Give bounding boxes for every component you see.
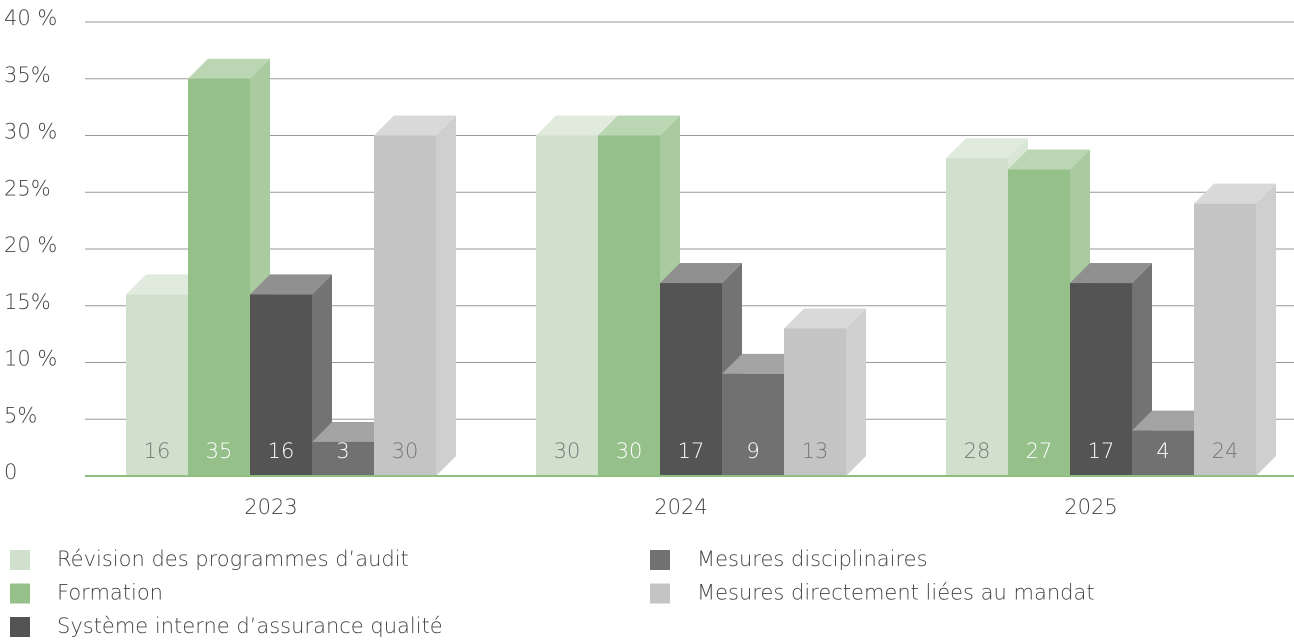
bar-top: [536, 115, 618, 136]
bar-top: [784, 308, 866, 329]
x-tick-label: 2025: [1064, 495, 1117, 519]
bar: [250, 294, 312, 476]
legend-swatch: [10, 617, 30, 637]
value-label: 4: [1156, 439, 1169, 463]
bar-top: [722, 353, 804, 374]
value-label: 3: [336, 439, 349, 463]
y-tick-label: 40 %: [4, 6, 57, 30]
bar-side: [1256, 183, 1276, 476]
bar: [188, 78, 250, 476]
bar-top: [660, 263, 742, 284]
bar: [722, 373, 784, 476]
y-tick-label: 10 %: [4, 347, 57, 371]
value-label: 16: [144, 439, 171, 463]
value-label: 35: [206, 439, 233, 463]
legend-label: Révision des programmes d’audit: [57, 547, 409, 571]
y-tick-label: 0: [4, 460, 17, 484]
bar-top: [188, 58, 270, 79]
value-label: 17: [1088, 439, 1115, 463]
bar-top: [1132, 410, 1214, 431]
y-tick-label: 20 %: [4, 233, 57, 257]
bar: [598, 135, 660, 476]
bar: [1132, 430, 1194, 476]
value-label: 9: [746, 439, 759, 463]
bar-top: [312, 421, 394, 442]
bar: [784, 328, 846, 476]
bar: [374, 135, 436, 476]
bar: [946, 158, 1008, 476]
value-label: 24: [1212, 439, 1239, 463]
bar-side: [436, 115, 456, 476]
bar-top: [374, 115, 456, 136]
legend-label: Système interne d’assurance qualité: [57, 614, 443, 638]
bar: [1194, 203, 1256, 476]
bar: [312, 441, 374, 476]
legend-swatch: [650, 550, 670, 570]
legend-swatch: [10, 550, 30, 570]
bar-side: [846, 308, 866, 476]
bar-top: [1194, 183, 1276, 204]
bar: [536, 135, 598, 476]
legend-label: Mesures disciplinaires: [697, 547, 928, 571]
bar: [126, 294, 188, 476]
bar-top: [598, 115, 680, 136]
bar-side: [312, 274, 332, 476]
bar: [1008, 169, 1070, 477]
legend-label: Mesures directement liées au mandat: [697, 581, 1095, 605]
y-tick-label: 25%: [4, 176, 51, 200]
x-tick-label: 2024: [654, 495, 707, 519]
bar-top: [126, 274, 208, 295]
bar: [1070, 283, 1132, 476]
value-label: 17: [678, 439, 705, 463]
bar-top: [250, 274, 332, 295]
value-label: 30: [554, 439, 581, 463]
y-tick-label: 5%: [4, 403, 37, 427]
legend-label: Formation: [57, 581, 163, 605]
y-tick-label: 30 %: [4, 120, 57, 144]
bar-top: [1008, 149, 1090, 170]
legend-swatch: [650, 583, 670, 604]
value-label: 30: [616, 439, 643, 463]
y-tick-label: 15%: [4, 290, 51, 314]
value-label: 30: [392, 439, 419, 463]
value-label: 13: [802, 439, 829, 463]
value-label: 16: [268, 439, 295, 463]
bar: [660, 283, 722, 476]
x-tick-label: 2023: [244, 495, 297, 519]
y-tick-label: 35%: [4, 63, 51, 87]
legend-swatch: [10, 583, 30, 604]
bar-top: [1070, 263, 1152, 284]
bar-top: [946, 138, 1028, 159]
value-label: 27: [1026, 439, 1053, 463]
value-label: 28: [964, 439, 991, 463]
